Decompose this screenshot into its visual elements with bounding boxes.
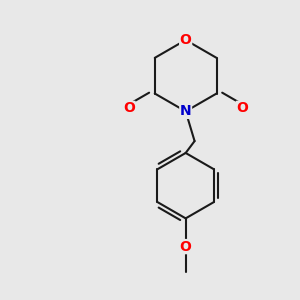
- Text: O: O: [180, 240, 192, 254]
- Text: O: O: [180, 33, 192, 47]
- Text: O: O: [123, 101, 135, 116]
- Text: O: O: [236, 101, 248, 116]
- Text: N: N: [180, 104, 191, 118]
